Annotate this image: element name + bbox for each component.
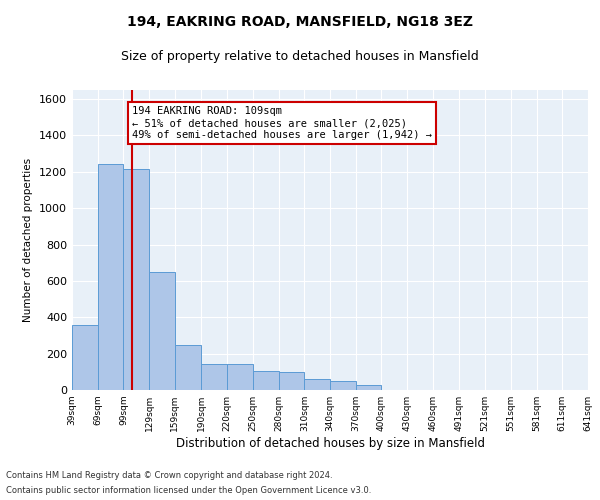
Bar — [202, 364, 227, 390]
Bar — [227, 364, 253, 390]
Bar — [124, 169, 149, 390]
Bar — [149, 272, 175, 390]
Bar — [330, 381, 356, 390]
Bar — [175, 344, 202, 390]
Bar — [278, 372, 304, 390]
Y-axis label: Number of detached properties: Number of detached properties — [23, 158, 34, 322]
Bar — [253, 371, 278, 390]
Bar — [72, 324, 98, 390]
Bar — [304, 379, 330, 390]
Bar — [356, 385, 382, 390]
X-axis label: Distribution of detached houses by size in Mansfield: Distribution of detached houses by size … — [176, 437, 485, 450]
Text: 194 EAKRING ROAD: 109sqm
← 51% of detached houses are smaller (2,025)
49% of sem: 194 EAKRING ROAD: 109sqm ← 51% of detach… — [132, 106, 432, 140]
Text: Size of property relative to detached houses in Mansfield: Size of property relative to detached ho… — [121, 50, 479, 63]
Bar — [98, 164, 124, 390]
Text: Contains public sector information licensed under the Open Government Licence v3: Contains public sector information licen… — [6, 486, 371, 495]
Text: Contains HM Land Registry data © Crown copyright and database right 2024.: Contains HM Land Registry data © Crown c… — [6, 471, 332, 480]
Text: 194, EAKRING ROAD, MANSFIELD, NG18 3EZ: 194, EAKRING ROAD, MANSFIELD, NG18 3EZ — [127, 15, 473, 29]
